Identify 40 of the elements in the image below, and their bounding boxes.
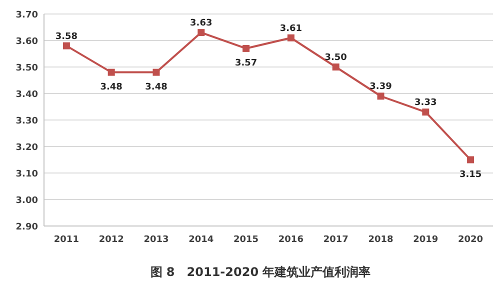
- data-label: 3.48: [145, 82, 168, 92]
- y-tick-label: 2.90: [16, 222, 38, 232]
- x-tick-label: 2016: [278, 235, 304, 245]
- y-tick-label: 3.50: [16, 64, 38, 74]
- x-tick-label: 2019: [413, 235, 438, 245]
- point: [467, 156, 474, 164]
- point: [108, 68, 115, 76]
- x-tick-label: 2014: [188, 235, 214, 245]
- point: [332, 64, 340, 70]
- data-label: 3.50: [324, 53, 347, 63]
- data-label: 3.48: [100, 82, 122, 92]
- y-tick-label: 3.60: [16, 37, 38, 47]
- y-tick-label: 3.20: [16, 143, 38, 153]
- x-tick-label: 2020: [458, 235, 484, 245]
- x-tick-label: 2012: [98, 235, 124, 245]
- data-label: 3.39: [370, 82, 392, 92]
- x-tick-label: 2018: [368, 235, 394, 245]
- y-tick-label: 3.00: [16, 196, 38, 206]
- x-tick-label: 2017: [323, 235, 348, 245]
- y-tick-label: 3.30: [16, 116, 38, 126]
- x-tick-label: 2015: [234, 235, 259, 245]
- point: [198, 29, 205, 36]
- data-label: 3.15: [459, 170, 482, 180]
- y-tick-label: 3.40: [16, 90, 38, 100]
- data-label: 3.33: [414, 98, 437, 108]
- data-label: 3.61: [280, 24, 302, 34]
- x-tick-label: 2013: [144, 235, 169, 245]
- y-tick-label: 3.70: [16, 10, 38, 20]
- point: [422, 108, 430, 116]
- data-label: 3.58: [55, 32, 78, 42]
- point: [287, 34, 294, 42]
- x-tick-label: 2011: [54, 235, 79, 245]
- point: [377, 92, 384, 100]
- text: 图 8 2011-2020 年建筑业产值利润率: [150, 265, 371, 279]
- y-tick-label: 3.10: [16, 170, 38, 180]
- point: [242, 44, 250, 52]
- data-label: 3.57: [234, 58, 258, 68]
- data-label: 3.63: [190, 18, 212, 29]
- point: [62, 42, 70, 50]
- point: [152, 68, 160, 76]
